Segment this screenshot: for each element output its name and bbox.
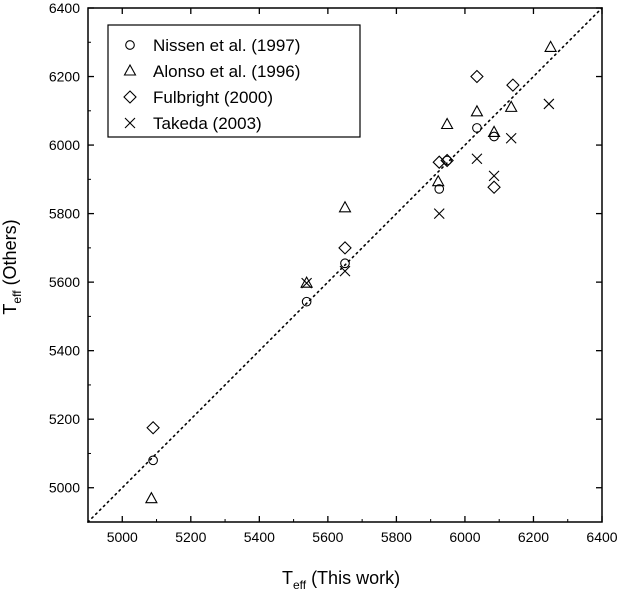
diamond-point [432,155,447,169]
diamond-point [470,69,484,84]
triangle-point [144,491,158,504]
y-tick-label: 5400 [49,343,80,359]
triangle-point [544,40,558,52]
x-point [543,98,555,110]
circle-point [301,296,312,307]
x-tick-label: 5400 [244,529,275,545]
y-tick-label: 6400 [49,0,80,16]
y-tick-label: 5000 [49,480,80,496]
reference-line [87,7,603,523]
y-axis: 5000 5200 5400 5600 5800 6000 6200 6400 [49,0,602,523]
legend-label: Takeda (2003) [153,114,262,133]
y-tick-label: 6200 [49,69,80,85]
x-axis-label-subscript: eff [293,578,307,592]
x-tick-label: 5600 [312,529,343,545]
x-axis: 5000 5200 5400 5600 5800 6000 6200 6400 [87,8,618,545]
y-axis-label-subscript: eff [10,290,24,304]
x-point [433,208,445,219]
triangle-point [504,100,518,112]
y-tick-label: 5200 [49,411,80,427]
y-axis-label-base: T [0,304,20,315]
x-axis-label-base: T [282,568,293,588]
triangle-point [338,200,352,213]
y-axis-label: Teff (Others) [0,219,24,314]
legend-box [107,24,361,138]
legend-label: Nissen et al. (1997) [153,36,300,55]
x-point [505,132,517,144]
x-point [339,265,351,277]
triangle-point [487,125,501,137]
x-tick-label: 6400 [586,529,617,545]
x-axis-label: Teff (This work) [282,568,400,592]
x-point [301,277,313,289]
y-axis-label-rest: (Others) [0,219,20,290]
x-tick-label: 5800 [381,529,412,545]
circle-point [434,184,445,194]
legend-label: Fulbright (2000) [153,88,273,107]
legend-circle-icon [125,40,135,50]
triangle-point [440,117,454,130]
series-triangle [144,40,558,504]
x-point [488,170,500,182]
y-tick-label: 6000 [49,137,80,153]
plot-border [87,7,603,523]
legend-triangle-icon [123,63,137,76]
series-x [301,98,555,289]
x-point [471,153,483,165]
series-diamond [146,69,520,435]
x-tick-label: 5000 [107,529,138,545]
one-to-one-line [87,7,603,523]
y-tick-label: 5600 [49,274,80,290]
legend-label: Alonso et al. (1996) [153,62,300,81]
series-circle [148,123,499,466]
data-markers [144,40,558,504]
triangle-point [300,276,314,288]
diamond-point [338,241,352,255]
circle-point [340,258,350,269]
x-axis-label-rest: (This work) [306,568,400,588]
diamond-point [487,180,501,194]
triangle-point [470,104,484,117]
diamond-point [440,153,454,168]
x-tick-label: 5200 [175,529,206,545]
x-tick-label: 6000 [449,529,480,545]
legend: Nissen et al. (1997) Alonso et al. (1996)… [107,24,361,138]
x-tick-label: 6200 [518,529,549,545]
legend-diamond-icon [123,90,137,104]
circle-point [148,455,158,466]
triangle-point [431,174,445,187]
legend-x-icon [124,117,136,129]
plot-frame [87,7,603,523]
circle-point [472,123,482,133]
diamond-point [506,78,520,92]
diamond-point [146,420,160,435]
y-tick-label: 5800 [49,206,80,222]
